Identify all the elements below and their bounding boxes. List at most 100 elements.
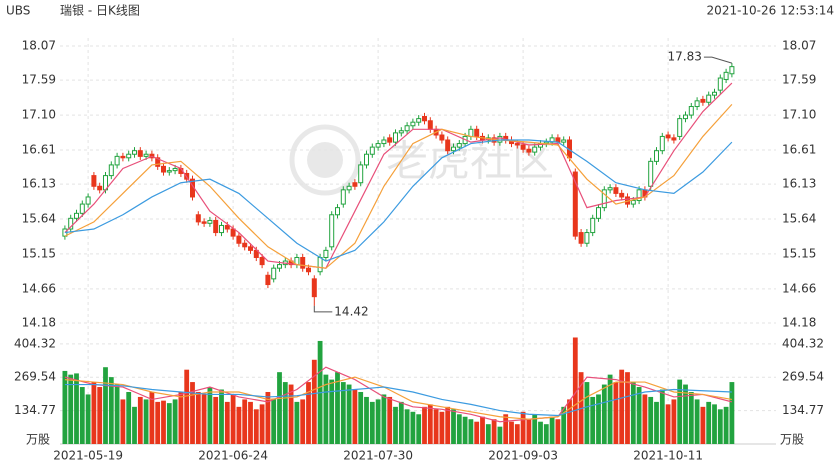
volume-bar [590, 396, 596, 444]
volume-bar [155, 401, 161, 444]
volume-bar [369, 401, 375, 444]
y2-tick-label: 134.77 [14, 403, 56, 417]
volume-bar [265, 391, 271, 444]
candle-body [311, 278, 317, 298]
volume-bar [485, 424, 491, 444]
volume-bar [555, 419, 561, 444]
candle-body [683, 114, 688, 120]
volume-bar [497, 426, 503, 444]
candle-body [474, 128, 480, 137]
candle-body [114, 155, 120, 166]
candle-body [213, 219, 219, 234]
volume-bar [700, 406, 706, 444]
watermark-logo [289, 124, 361, 196]
x-tick-label: 2021-09-03 [488, 449, 558, 463]
candle-body [137, 150, 143, 157]
candle-body [520, 144, 526, 150]
volume-bar [480, 416, 485, 444]
candle-body [358, 164, 364, 184]
candle-body [422, 115, 427, 122]
candle-body [271, 267, 277, 280]
volume-bar [636, 387, 642, 444]
volume-bar [654, 401, 659, 444]
candle-body [97, 185, 103, 191]
y-tick-label: 14.66 [782, 281, 816, 295]
volume-bar [364, 396, 369, 444]
volume-bar [393, 406, 398, 444]
volume-bar [619, 369, 625, 444]
candle-body [451, 146, 456, 152]
volume-bar [253, 409, 259, 444]
volume-bar [201, 394, 207, 444]
candle-body [207, 219, 213, 224]
volume-bar [723, 406, 729, 444]
candle-body [613, 187, 619, 194]
volume-bar [224, 401, 230, 444]
volume-bar [62, 370, 68, 444]
candle-body [607, 187, 613, 191]
volume-bar [561, 406, 567, 444]
volume-bar [346, 384, 352, 444]
volume-bar [358, 391, 364, 444]
volume-bar [91, 382, 97, 444]
volume-bar [398, 401, 404, 444]
candle-body [195, 214, 201, 223]
y2-tick-label: 269.54 [14, 370, 56, 384]
candle-body [381, 139, 387, 145]
volume-bar [143, 399, 149, 444]
volume-bar [694, 399, 700, 444]
moving-average [64, 376, 733, 420]
volume-bar [601, 384, 607, 444]
volume-bar [549, 416, 555, 444]
candle-body [561, 139, 567, 143]
volume-bar [282, 382, 288, 444]
volume-bar [665, 404, 671, 444]
volume-bar [410, 411, 416, 444]
candle-body [717, 77, 723, 91]
volume-bar [97, 387, 103, 444]
volume-bar [300, 399, 306, 444]
candle-body [659, 135, 665, 152]
candle-body [416, 118, 422, 123]
volume-bar [166, 403, 172, 444]
y-tick-label: 14.18 [782, 316, 816, 330]
volume-bar [329, 379, 335, 444]
candle-body [636, 189, 642, 202]
candle-body [375, 143, 381, 148]
volume-bar [74, 373, 79, 444]
candle-body [300, 256, 306, 269]
volume-bar [404, 409, 410, 444]
volume-bar [311, 359, 317, 444]
y2-tick-label: 404.32 [782, 336, 824, 350]
candle-body [236, 235, 242, 244]
candle-body [694, 100, 700, 108]
volume-bar [468, 419, 474, 444]
volume-bar [79, 387, 85, 444]
candle-body [132, 150, 137, 155]
volume-bar [172, 399, 178, 444]
candle-body [166, 170, 172, 173]
volume-bar [445, 406, 451, 444]
candle-body [648, 160, 654, 187]
candle-body [335, 207, 340, 216]
candle-body [143, 153, 149, 157]
candle-body [410, 121, 416, 127]
volume-bar [567, 399, 572, 444]
volume-bar [659, 389, 665, 444]
y-tick-label: 17.59 [22, 73, 56, 87]
candle-body [729, 66, 735, 75]
volume-bar [584, 382, 590, 444]
volume-bar [207, 387, 213, 444]
volume-bar [294, 401, 300, 444]
candle-body [706, 94, 712, 103]
y-tick-label: 15.15 [782, 246, 816, 260]
volume-bar [671, 399, 677, 444]
candle-body [265, 274, 271, 286]
candle-body [201, 221, 207, 224]
y-tick-label: 16.61 [782, 142, 816, 156]
volume-bar [149, 391, 155, 444]
volume-bar [416, 414, 422, 444]
volume-bar [213, 396, 219, 444]
y-tick-label: 15.15 [22, 246, 56, 260]
candle-body [677, 118, 683, 137]
